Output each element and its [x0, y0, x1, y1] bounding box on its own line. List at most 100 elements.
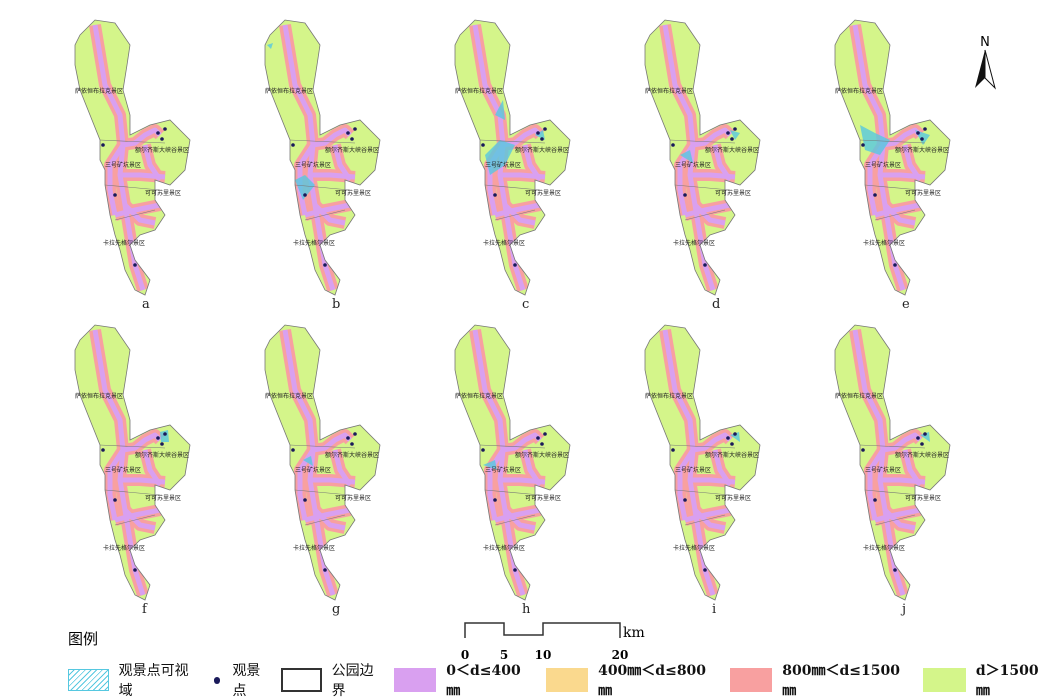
park-boundary [264, 324, 381, 601]
road-buffer-core [304, 507, 351, 523]
map-panel-b: 萨依恒布拉克景区 额尔齐斯大峡谷景区 三号矿坑景区 可可苏里景区 卡拉先格尔景区 b [250, 10, 440, 312]
viewpoint [923, 432, 927, 436]
zone-boundary [684, 514, 726, 526]
viewpoint [350, 442, 354, 446]
viewpoint [346, 131, 350, 135]
place-label: 额尔齐斯大峡谷景区 [895, 146, 949, 154]
map-panel-f: 萨依恒布拉克景区 额尔齐斯大峡谷景区 三号矿坑景区 可可苏里景区 卡拉先格尔景区 f [60, 315, 250, 617]
scale-tick: 10 [535, 648, 552, 662]
viewpoint [873, 498, 877, 502]
zone-boundary [479, 444, 546, 449]
viewpoint [683, 193, 687, 197]
zone-boundary [859, 139, 926, 144]
park-boundary [264, 19, 381, 296]
viewpoint [101, 448, 105, 452]
road-buffer-core [677, 448, 696, 521]
place-label: 萨依恒布拉克景区 [835, 392, 883, 400]
viewpoint [683, 498, 687, 502]
viewpoint [726, 131, 730, 135]
viewpoint [493, 193, 497, 197]
zone-boundary [669, 444, 736, 449]
viewpoint [291, 448, 295, 452]
road-buffer-core [107, 143, 126, 216]
road-buffer-core [313, 508, 346, 531]
zone-boundary [289, 444, 356, 449]
viewshed-area [295, 175, 315, 200]
zone-boundary [289, 139, 356, 144]
zone-boundary [684, 209, 726, 221]
road-buffer-core [487, 448, 506, 521]
place-label: 萨依恒布拉克景区 [75, 392, 123, 400]
park-boundary [834, 19, 951, 296]
map-panel-h: 萨依恒布拉克景区 额尔齐斯大峡谷景区 三号矿坑景区 可可苏里景区 卡拉先格尔景区 h [440, 315, 630, 617]
zone-boundary [874, 514, 916, 526]
viewpoint [163, 432, 167, 436]
place-label: 三号矿坑景区 [675, 466, 711, 474]
zone-boundary [479, 139, 546, 144]
road-buffer-core [867, 448, 886, 521]
place-label: 三号矿坑景区 [295, 466, 331, 474]
road-buffer-core [122, 127, 162, 148]
place-label: 卡拉先格尔景区 [483, 544, 525, 552]
place-label: 萨依恒布拉克景区 [645, 87, 693, 95]
place-label: 可可苏里景区 [715, 494, 751, 502]
zone-boundary [864, 489, 921, 496]
place-label: 萨依恒布拉克景区 [265, 87, 313, 95]
legend-swatch-fill [393, 668, 437, 692]
viewpoint [543, 432, 547, 436]
legend-swatch-outline [280, 668, 322, 692]
place-label: 卡拉先格尔景区 [863, 544, 905, 552]
north-arrow: N [975, 35, 996, 90]
road-buffer-core [142, 449, 163, 487]
road-buffer-core [684, 507, 731, 523]
place-label: 额尔齐斯大峡谷景区 [705, 451, 759, 459]
road-buffer-core [114, 202, 161, 218]
road-buffer-core [122, 432, 162, 453]
place-label: 可可苏里景区 [525, 494, 561, 502]
viewpoint [873, 193, 877, 197]
legend-label: 观景点可视域 [118, 663, 189, 697]
road-buffer-core [332, 449, 353, 487]
viewpoint [323, 263, 327, 267]
road-buffer-core [503, 203, 536, 226]
panel-label: h [522, 602, 531, 617]
place-label: 可可苏里景区 [335, 494, 371, 502]
road-buffer-core [494, 202, 541, 218]
place-label: 额尔齐斯大峡谷景区 [135, 451, 189, 459]
place-label: 额尔齐斯大峡谷景区 [515, 451, 569, 459]
panel-label: j [902, 602, 907, 617]
viewpoint [536, 131, 540, 135]
panel-label: d [712, 297, 721, 312]
scale-tick: 5 [500, 648, 508, 662]
place-label: 卡拉先格尔景区 [483, 239, 525, 247]
viewpoint [893, 263, 897, 267]
scale-bar: km 0 5 10 20 [461, 622, 645, 662]
viewpoint [160, 137, 164, 141]
place-label: 额尔齐斯大峡谷景区 [895, 451, 949, 459]
panel-label: e [902, 297, 910, 312]
place-label: 三号矿坑景区 [485, 466, 521, 474]
road-buffer-core [874, 202, 921, 218]
road-buffer-core [902, 144, 923, 182]
legend-label: 400㎜＜d≤800㎜ [598, 663, 707, 697]
viewpoint [493, 498, 497, 502]
map-panel-e: 萨依恒布拉克景区 额尔齐斯大峡谷景区 三号矿坑景区 可可苏里景区 卡拉先格尔景区 e [820, 10, 1010, 312]
road-buffer-core [712, 144, 733, 182]
place-label: 卡拉先格尔景区 [673, 239, 715, 247]
map-panel-j: 萨依恒布拉克景区 额尔齐斯大峡谷景区 三号矿坑景区 可可苏里景区 卡拉先格尔景区 j [820, 315, 1010, 617]
scale-tick: 0 [461, 648, 469, 662]
legend-swatch-fill [923, 668, 966, 692]
place-label: 卡拉先格尔景区 [103, 544, 145, 552]
viewshed-area [730, 432, 740, 442]
map-panel-c: 萨依恒布拉克景区 额尔齐斯大峡谷景区 三号矿坑景区 可可苏里景区 卡拉先格尔景区 c [440, 10, 630, 312]
place-label: 三号矿坑景区 [865, 466, 901, 474]
place-label: 萨依恒布拉克景区 [645, 392, 693, 400]
place-label: 可可苏里景区 [525, 189, 561, 197]
place-label: 额尔齐斯大峡谷景区 [705, 146, 759, 154]
